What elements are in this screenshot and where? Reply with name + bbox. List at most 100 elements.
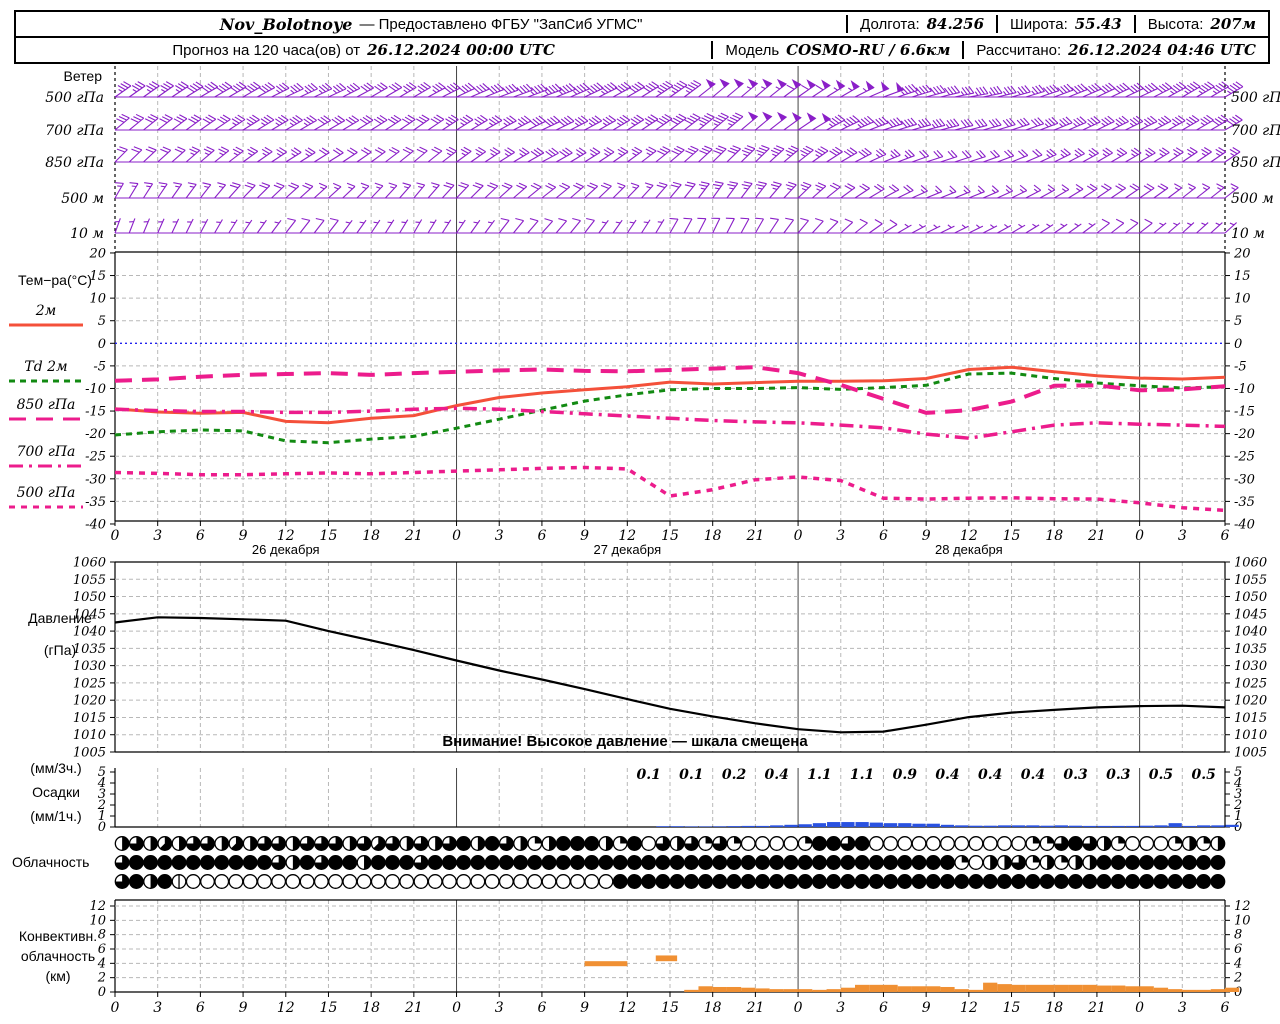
svg-text:6: 6 <box>879 528 888 544</box>
svg-text:-20: -20 <box>85 427 106 442</box>
svg-text:6: 6 <box>196 1000 205 1016</box>
svg-text:4: 4 <box>97 776 106 791</box>
svg-text:1: 1 <box>98 809 106 824</box>
svg-text:1045: 1045 <box>73 607 106 622</box>
svg-text:2м: 2м <box>35 303 57 319</box>
svg-text:0.1: 0.1 <box>636 767 660 783</box>
header-row-2: Прогноз на 120 часа(ов) от 26.12.2024 00… <box>16 36 1268 62</box>
svg-text:8: 8 <box>1234 928 1242 943</box>
svg-text:5: 5 <box>98 765 106 780</box>
svg-text:9: 9 <box>239 1000 248 1016</box>
svg-text:6: 6 <box>1234 942 1242 957</box>
svg-text:850 гПа: 850 гПа <box>17 397 76 413</box>
svg-text:-30: -30 <box>85 472 106 487</box>
svg-text:12: 12 <box>618 528 636 544</box>
svg-text:15: 15 <box>89 269 106 284</box>
svg-text:15: 15 <box>320 528 338 544</box>
svg-text:6: 6 <box>1221 528 1230 544</box>
svg-text:10: 10 <box>89 292 106 307</box>
svg-text:700 гПа: 700 гПа <box>17 444 76 460</box>
svg-text:1025: 1025 <box>73 676 106 691</box>
svg-text:28 декабря: 28 декабря <box>935 542 1003 557</box>
altitude-segment: Высота: 207м <box>1133 15 1268 33</box>
svg-text:20: 20 <box>88 246 106 261</box>
longitude-label: Долгота: <box>860 15 920 33</box>
model-label: Модель <box>725 41 780 59</box>
svg-text:3: 3 <box>836 1000 845 1016</box>
temp-panel-title: Тем−ра(°C) <box>18 272 92 288</box>
conv-panel-title-1: Конвективн. <box>18 928 98 944</box>
svg-text:21: 21 <box>404 1000 423 1016</box>
svg-text:-35: -35 <box>85 495 106 510</box>
svg-text:0.4: 0.4 <box>1021 767 1045 783</box>
svg-text:0: 0 <box>794 528 803 544</box>
svg-text:-40: -40 <box>1234 517 1255 532</box>
svg-text:3: 3 <box>98 787 106 802</box>
svg-text:15: 15 <box>320 1000 338 1016</box>
provider-text: — Предоставлено ФГБУ "ЗапСиб УГМС" <box>359 15 643 33</box>
svg-text:21: 21 <box>404 528 423 544</box>
svg-text:500 гПа: 500 гПа <box>1231 90 1280 106</box>
svg-text:-25: -25 <box>1234 450 1255 465</box>
svg-text:850 гПа: 850 гПа <box>45 155 104 171</box>
svg-text:9: 9 <box>580 528 589 544</box>
svg-text:4: 4 <box>1233 956 1242 971</box>
svg-text:-15: -15 <box>1234 405 1255 420</box>
svg-text:3: 3 <box>153 1000 162 1016</box>
svg-text:1050: 1050 <box>73 590 106 605</box>
svg-text:1045: 1045 <box>1234 607 1267 622</box>
svg-text:0: 0 <box>1234 985 1242 1000</box>
svg-text:0.1: 0.1 <box>679 767 703 783</box>
svg-text:2: 2 <box>97 971 106 986</box>
svg-text:18: 18 <box>1045 1000 1063 1016</box>
model-segment: Модель COSMO-RU / 6.6км <box>711 41 962 59</box>
svg-text:0.3: 0.3 <box>1106 767 1131 783</box>
svg-text:6: 6 <box>537 528 546 544</box>
precip-units-3h: (мм/3ч.) <box>30 760 82 776</box>
svg-text:21: 21 <box>745 528 764 544</box>
svg-text:1040: 1040 <box>73 625 106 640</box>
svg-text:10: 10 <box>1234 913 1251 928</box>
svg-text:6: 6 <box>537 1000 546 1016</box>
svg-text:18: 18 <box>704 1000 722 1016</box>
header: Nov_Bolotnoye — Предоставлено ФГБУ "ЗапС… <box>14 10 1270 64</box>
svg-text:-25: -25 <box>85 450 106 465</box>
svg-text:1005: 1005 <box>73 746 106 761</box>
svg-text:1040: 1040 <box>1234 625 1267 640</box>
svg-text:-40: -40 <box>85 517 106 532</box>
longitude-value: 84.256 <box>926 15 985 33</box>
svg-text:4: 4 <box>1233 776 1242 791</box>
svg-text:-10: -10 <box>85 382 106 397</box>
svg-text:3: 3 <box>495 528 504 544</box>
svg-text:0: 0 <box>98 985 106 1000</box>
svg-text:2: 2 <box>1233 971 1242 986</box>
svg-text:0.4: 0.4 <box>765 767 789 783</box>
svg-text:1050: 1050 <box>1234 590 1267 605</box>
svg-text:1055: 1055 <box>1234 573 1267 588</box>
svg-text:1: 1 <box>1234 809 1242 824</box>
wind-panel-title: Ветер <box>63 68 103 84</box>
pressure-panel-title: Давление <box>28 610 92 626</box>
svg-text:8: 8 <box>98 928 106 943</box>
precip-panel-title: Осадки <box>32 784 80 800</box>
svg-text:0: 0 <box>1135 1000 1144 1016</box>
svg-text:2: 2 <box>1233 798 1242 813</box>
svg-text:0: 0 <box>111 528 120 544</box>
svg-text:0: 0 <box>794 1000 803 1016</box>
svg-text:850 гПа: 850 гПа <box>1231 155 1280 171</box>
pressure-panel-units: (гПа) <box>43 642 77 658</box>
svg-text:500 гПа: 500 гПа <box>45 90 104 106</box>
svg-text:12: 12 <box>1234 899 1251 914</box>
svg-text:-5: -5 <box>1234 359 1247 374</box>
calc-label: Рассчитано: <box>976 41 1062 59</box>
svg-text:-30: -30 <box>1234 472 1255 487</box>
svg-text:3: 3 <box>1178 1000 1187 1016</box>
svg-text:1005: 1005 <box>1234 746 1267 761</box>
svg-text:-15: -15 <box>85 405 106 420</box>
svg-text:10: 10 <box>89 913 106 928</box>
svg-text:1015: 1015 <box>73 711 106 726</box>
svg-text:5: 5 <box>1234 765 1242 780</box>
svg-text:1060: 1060 <box>73 556 106 571</box>
svg-text:5: 5 <box>98 314 106 329</box>
